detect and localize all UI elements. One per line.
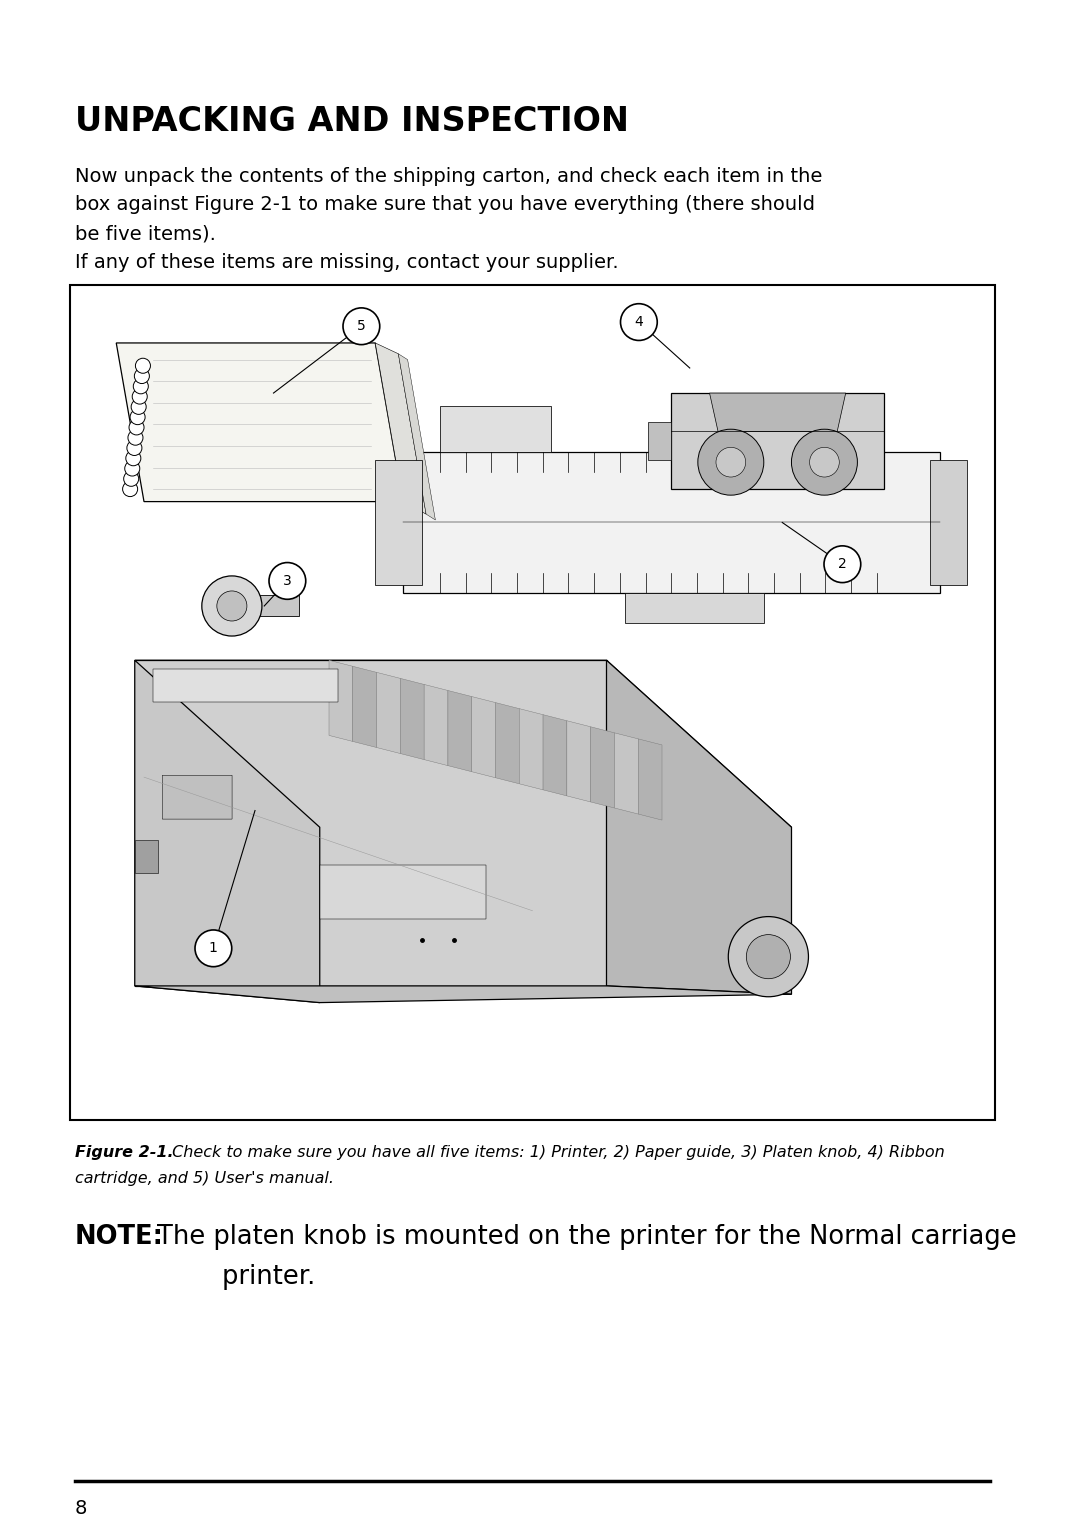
Polygon shape xyxy=(135,661,607,986)
Circle shape xyxy=(202,576,262,636)
Bar xyxy=(320,865,486,920)
Circle shape xyxy=(217,590,247,621)
Text: 4: 4 xyxy=(635,316,644,330)
Circle shape xyxy=(131,399,146,414)
Polygon shape xyxy=(625,593,764,622)
Bar xyxy=(70,285,995,1119)
Circle shape xyxy=(130,409,145,425)
Bar xyxy=(248,595,299,616)
Polygon shape xyxy=(424,684,448,765)
Circle shape xyxy=(746,935,791,978)
Polygon shape xyxy=(543,714,567,796)
Circle shape xyxy=(124,471,138,486)
Circle shape xyxy=(134,368,149,383)
Circle shape xyxy=(133,379,148,394)
Circle shape xyxy=(810,448,839,477)
Polygon shape xyxy=(135,986,792,1003)
Circle shape xyxy=(125,461,139,477)
Polygon shape xyxy=(448,690,472,771)
Text: be five items).: be five items). xyxy=(75,224,216,244)
Bar xyxy=(648,422,672,460)
Polygon shape xyxy=(567,721,591,802)
Text: 3: 3 xyxy=(283,573,292,589)
Polygon shape xyxy=(401,679,424,759)
Circle shape xyxy=(123,481,137,497)
Polygon shape xyxy=(375,343,427,514)
Polygon shape xyxy=(353,667,377,748)
Polygon shape xyxy=(153,668,338,702)
Circle shape xyxy=(698,429,764,495)
Circle shape xyxy=(126,440,141,455)
Polygon shape xyxy=(591,727,615,808)
Circle shape xyxy=(132,389,147,405)
Text: 5: 5 xyxy=(357,319,366,333)
Text: Check to make sure you have all five items: 1) Printer, 2) Paper guide, 3) Plate: Check to make sure you have all five ite… xyxy=(167,1145,945,1159)
Polygon shape xyxy=(377,673,401,754)
Polygon shape xyxy=(615,733,638,814)
Polygon shape xyxy=(403,452,940,593)
Circle shape xyxy=(125,451,140,466)
Circle shape xyxy=(728,917,809,996)
Polygon shape xyxy=(930,460,968,586)
Polygon shape xyxy=(519,708,543,789)
Circle shape xyxy=(129,420,144,435)
Polygon shape xyxy=(375,460,421,586)
Polygon shape xyxy=(440,406,551,452)
Circle shape xyxy=(127,431,143,445)
Circle shape xyxy=(824,546,861,583)
Polygon shape xyxy=(117,343,403,501)
Polygon shape xyxy=(399,354,435,520)
Text: box against Figure 2-1 to make sure that you have everything (there should: box against Figure 2-1 to make sure that… xyxy=(75,196,815,215)
Polygon shape xyxy=(607,661,792,995)
Text: printer.: printer. xyxy=(157,1263,315,1289)
Text: Now unpack the contents of the shipping carton, and check each item in the: Now unpack the contents of the shipping … xyxy=(75,167,822,185)
FancyBboxPatch shape xyxy=(162,776,232,819)
Circle shape xyxy=(269,563,306,599)
Polygon shape xyxy=(329,661,353,742)
Polygon shape xyxy=(496,702,519,783)
Polygon shape xyxy=(638,739,662,820)
Text: NOTE:: NOTE: xyxy=(75,1223,164,1249)
Text: If any of these items are missing, contact your supplier.: If any of these items are missing, conta… xyxy=(75,253,619,271)
Text: UNPACKING AND INSPECTION: UNPACKING AND INSPECTION xyxy=(75,104,629,138)
Text: Figure 2-1.: Figure 2-1. xyxy=(75,1145,174,1159)
Text: cartridge, and 5) User's manual.: cartridge, and 5) User's manual. xyxy=(75,1171,334,1187)
Circle shape xyxy=(343,308,380,345)
Text: 8: 8 xyxy=(75,1499,87,1518)
Text: 2: 2 xyxy=(838,556,847,572)
Bar xyxy=(672,392,885,489)
Text: The platen knob is mounted on the printer for the Normal carriage: The platen knob is mounted on the printe… xyxy=(157,1223,1016,1249)
Polygon shape xyxy=(710,392,846,431)
Text: 1: 1 xyxy=(208,941,218,955)
Polygon shape xyxy=(472,696,496,777)
Polygon shape xyxy=(135,661,320,1003)
Circle shape xyxy=(716,448,745,477)
Circle shape xyxy=(621,304,658,340)
Bar xyxy=(135,840,158,874)
Polygon shape xyxy=(135,661,792,828)
Circle shape xyxy=(195,931,232,967)
Circle shape xyxy=(135,359,150,373)
Circle shape xyxy=(792,429,858,495)
